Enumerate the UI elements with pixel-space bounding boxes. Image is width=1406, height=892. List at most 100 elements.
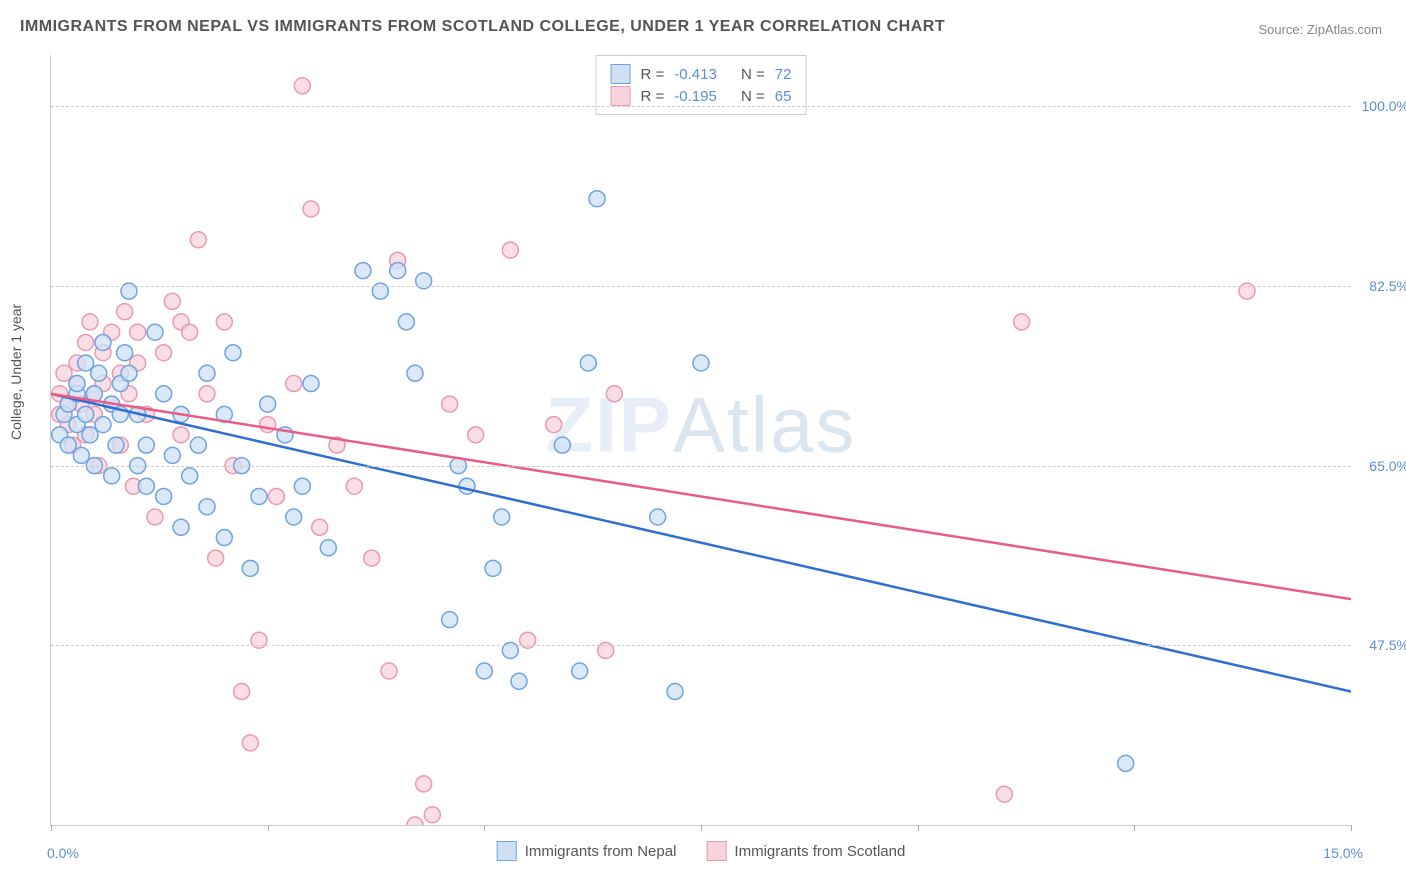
scatter-point [667,684,683,700]
scatter-point [398,314,414,330]
scatter-point [78,406,94,422]
chart-title: IMMIGRANTS FROM NEPAL VS IMMIGRANTS FROM… [20,18,945,36]
scatter-point [117,345,133,361]
stat-r-value-scotland: -0.195 [674,88,717,105]
scatter-point [156,345,172,361]
scatter-point [225,345,241,361]
scatter-point [303,201,319,217]
scatter-point [442,612,458,628]
scatter-point [260,396,276,412]
scatter-point [364,550,380,566]
scatter-point [78,334,94,350]
legend-square-nepal [611,64,631,84]
bottom-legend: Immigrants from Nepal Immigrants from Sc… [497,841,906,861]
scatter-point [208,550,224,566]
scatter-point [606,386,622,402]
scatter-point [147,324,163,340]
scatter-point [407,365,423,381]
x-tick [1351,825,1352,831]
scatter-point [147,509,163,525]
scatter-point [286,376,302,392]
scatter-point [138,437,154,453]
scatter-point [424,807,440,823]
scatter-point [182,468,198,484]
scatter-point [312,519,328,535]
y-tick-label: 82.5% [1355,278,1406,294]
source-name: ZipAtlas.com [1307,22,1382,37]
scatter-point [320,540,336,556]
scatter-point [95,334,111,350]
stat-r-value-nepal: -0.413 [674,66,717,83]
scatter-point [381,663,397,679]
scatter-point [199,386,215,402]
scatter-point [416,776,432,792]
source-attribution: Source: ZipAtlas.com [1258,22,1382,37]
stats-row-nepal: R = -0.413 N = 72 [611,64,792,84]
gridline-h [51,466,1351,467]
scatter-point [494,509,510,525]
scatter-point [156,386,172,402]
x-tick [268,825,269,831]
scatter-point [121,365,137,381]
scatter-point [286,509,302,525]
scatter-point [251,488,267,504]
scatter-point [164,293,180,309]
scatter-point [173,519,189,535]
scatter-point [69,376,85,392]
plot-area: ZIPAtlas R = -0.413 N = 72 R = -0.195 N … [50,55,1351,826]
scatter-point [1014,314,1030,330]
scatter-point [268,488,284,504]
scatter-point [294,78,310,94]
scatter-point [216,314,232,330]
stat-n-label: N = [741,66,765,83]
scatter-point [546,417,562,433]
y-axis-label: College, Under 1 year [8,304,24,440]
x-tick [918,825,919,831]
scatter-point [164,447,180,463]
scatter-point [199,499,215,515]
gridline-h [51,106,1351,107]
stat-r-label: R = [641,66,665,83]
scatter-point [199,365,215,381]
stats-row-scotland: R = -0.195 N = 65 [611,86,792,106]
regression-line [51,394,1351,692]
scatter-point [234,684,250,700]
gridline-h [51,645,1351,646]
x-axis-label-lo: 0.0% [47,845,79,861]
scatter-point [502,242,518,258]
scatter-point [216,530,232,546]
stat-n-label: N = [741,88,765,105]
x-tick [1134,825,1135,831]
scatter-point [242,560,258,576]
scatter-point [138,478,154,494]
scatter-point [173,427,189,443]
scatter-point [580,355,596,371]
y-tick-label: 65.0% [1355,458,1406,474]
scatter-point [117,304,133,320]
scatter-point [476,663,492,679]
x-tick [701,825,702,831]
scatter-point [650,509,666,525]
scatter-point [82,314,98,330]
scatter-point [108,437,124,453]
scatter-point [190,232,206,248]
scatter-point [242,735,258,751]
scatter-point [346,478,362,494]
legend-label-nepal: Immigrants from Nepal [525,843,677,860]
scatter-point [1118,755,1134,771]
scatter-point [303,376,319,392]
x-axis-label-hi: 15.0% [1323,845,1363,861]
scatter-point [91,365,107,381]
scatter-point [442,396,458,412]
y-tick-label: 100.0% [1355,98,1406,114]
x-tick [51,825,52,831]
scatter-point [468,427,484,443]
scatter-point [589,191,605,207]
legend-label-scotland: Immigrants from Scotland [734,843,905,860]
stat-n-value-scotland: 65 [775,88,792,105]
legend-item-nepal: Immigrants from Nepal [497,841,677,861]
scatter-point [996,786,1012,802]
scatter-point [182,324,198,340]
scatter-point [485,560,501,576]
scatter-point [511,673,527,689]
